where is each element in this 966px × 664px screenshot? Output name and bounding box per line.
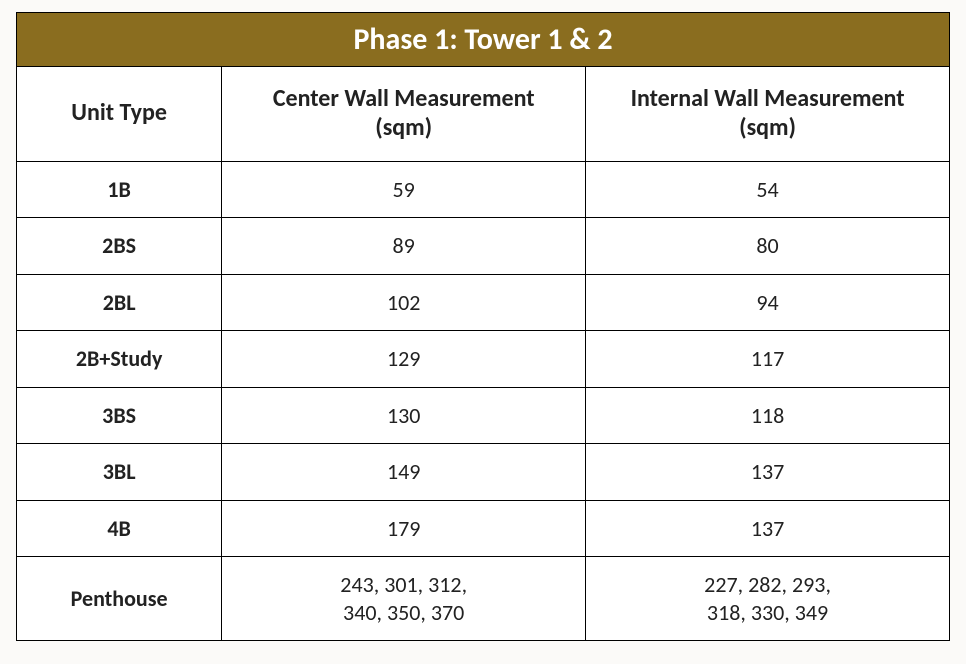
cell-center-measure: 102 [222, 274, 586, 331]
measurements-table: Phase 1: Tower 1 & 2 Unit Type Center Wa… [16, 12, 950, 641]
cell-center-measure: 179 [222, 500, 586, 557]
cell-unit-type: 1B [17, 161, 222, 218]
cell-unit-type: 4B [17, 500, 222, 557]
table-row: 3BL 149 137 [17, 444, 950, 501]
col-header-unit-type: Unit Type [17, 67, 222, 162]
table-title-row: Phase 1: Tower 1 & 2 [17, 13, 950, 67]
cell-internal-measure: 118 [586, 387, 950, 444]
table-row: 3BS 130 118 [17, 387, 950, 444]
cell-unit-type: 3BS [17, 387, 222, 444]
table-row: Penthouse 243, 301, 312, 340, 350, 370 2… [17, 557, 950, 641]
cell-internal-measure: 227, 282, 293, 318, 330, 349 [586, 557, 950, 641]
table-row: 1B 59 54 [17, 161, 950, 218]
table-header-row: Unit Type Center Wall Measurement (sqm) … [17, 67, 950, 162]
table-title: Phase 1: Tower 1 & 2 [17, 13, 950, 67]
cell-center-measure: 243, 301, 312, 340, 350, 370 [222, 557, 586, 641]
col-header-center-wall: Center Wall Measurement (sqm) [222, 67, 586, 162]
cell-internal-measure: 80 [586, 218, 950, 275]
cell-center-measure: 129 [222, 331, 586, 388]
cell-unit-type: 3BL [17, 444, 222, 501]
col-header-internal-wall: Internal Wall Measurement (sqm) [586, 67, 950, 162]
cell-internal-measure: 117 [586, 331, 950, 388]
cell-internal-measure: 137 [586, 444, 950, 501]
cell-unit-type: 2BS [17, 218, 222, 275]
table-row: 2BL 102 94 [17, 274, 950, 331]
cell-unit-type: 2BL [17, 274, 222, 331]
cell-center-measure: 59 [222, 161, 586, 218]
table-container: Phase 1: Tower 1 & 2 Unit Type Center Wa… [0, 0, 966, 661]
cell-internal-measure: 54 [586, 161, 950, 218]
table-row: 2B+Study 129 117 [17, 331, 950, 388]
cell-unit-type: 2B+Study [17, 331, 222, 388]
table-row: 2BS 89 80 [17, 218, 950, 275]
cell-internal-measure: 94 [586, 274, 950, 331]
cell-center-measure: 89 [222, 218, 586, 275]
cell-unit-type: Penthouse [17, 557, 222, 641]
cell-center-measure: 130 [222, 387, 586, 444]
table-row: 4B 179 137 [17, 500, 950, 557]
cell-center-measure: 149 [222, 444, 586, 501]
cell-internal-measure: 137 [586, 500, 950, 557]
